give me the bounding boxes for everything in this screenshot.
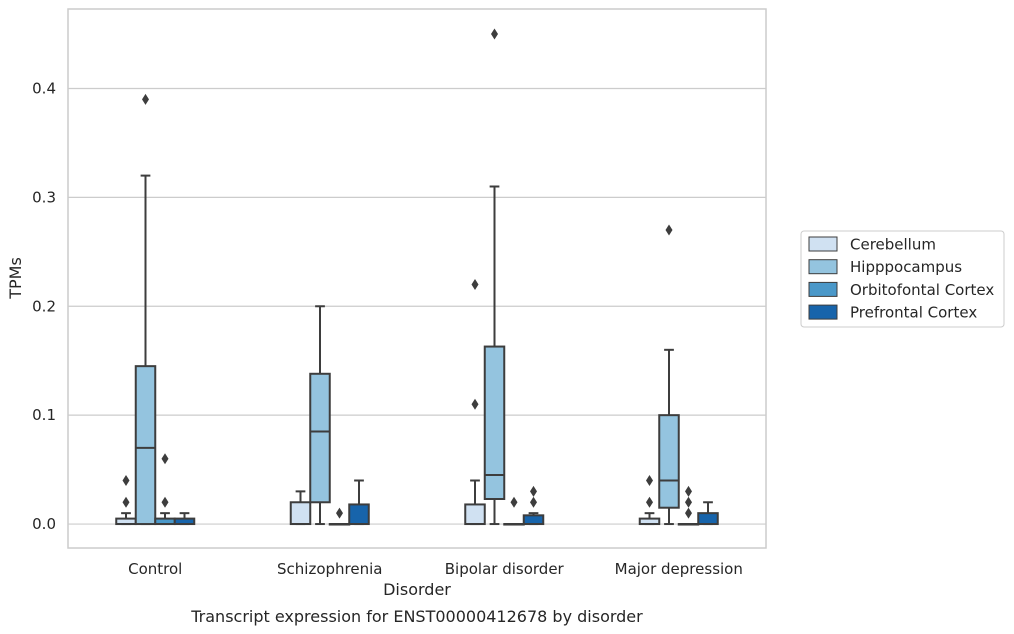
outlier-point: [471, 398, 479, 410]
outlier-point: [491, 28, 498, 40]
box: [522, 514, 545, 526]
outlier-point: [336, 507, 343, 519]
outlier-point: [510, 496, 518, 508]
y-tick-label: 0.0: [32, 515, 56, 533]
outlier-point: [530, 485, 537, 497]
box-group: [677, 485, 700, 526]
y-tick-label: 0.1: [32, 406, 56, 424]
plot-frame: [67, 8, 767, 549]
outlier-point: [685, 485, 692, 497]
outlier-point: [122, 496, 130, 508]
box: [134, 365, 157, 526]
box-group: [289, 490, 312, 526]
legend-label: Hipppocampus: [850, 258, 962, 276]
legend-frame: [800, 230, 1005, 328]
box: [309, 372, 331, 504]
legend-label: Cerebellum: [850, 236, 936, 254]
legend-swatch: [808, 236, 838, 252]
x-axis-label: Disorder: [383, 580, 451, 599]
x-tick-label: Major depression: [615, 560, 743, 578]
legend-items: Cerebellum Hipppocampus Orbitofontal Corte…: [808, 236, 994, 322]
y-tick-labels: 0.0 0.1 0.2 0.3 0.4: [32, 79, 56, 533]
outlier-point: [646, 496, 653, 508]
legend-swatch: [808, 259, 838, 275]
y-axis-label: TPMs: [6, 257, 25, 300]
box-group: [483, 28, 506, 526]
outlier-point: [530, 496, 537, 508]
outlier-point: [142, 93, 149, 105]
outlier-point: [685, 496, 692, 508]
outlier-point: [646, 474, 653, 486]
box-group: [328, 507, 351, 526]
outlier-point: [665, 224, 673, 236]
box: [483, 345, 506, 500]
box-group: [658, 224, 680, 526]
x-tick-label: Control: [128, 560, 182, 578]
legend-swatch: [808, 281, 838, 297]
box-group: [638, 474, 661, 526]
outlier-point: [161, 453, 169, 465]
x-tick-label: Schizophrenia: [277, 560, 382, 578]
box: [289, 501, 312, 526]
box-group: [309, 305, 331, 526]
box: [464, 503, 486, 526]
box-group: [503, 496, 525, 526]
legend: Cerebellum Hipppocampus Orbitofontal Corte…: [800, 230, 1005, 328]
box-group: [697, 501, 719, 526]
x-tick-label: Bipolar disorder: [445, 560, 565, 578]
y-tick-label: 0.3: [32, 188, 56, 206]
box-group: [134, 93, 157, 526]
box: [658, 414, 680, 509]
y-tick-label: 0.2: [32, 297, 56, 315]
legend-label: Prefrontal Cortex: [850, 304, 977, 322]
x-tick-labels: Control Schizophrenia Bipolar disorder Majo…: [128, 560, 743, 578]
chart-caption: Transcript expression for ENST0000041267…: [190, 607, 643, 626]
outlier-point: [161, 496, 169, 508]
legend-swatch: [808, 304, 838, 320]
box-group: [173, 512, 196, 526]
outlier-point: [122, 474, 130, 486]
box-group: [464, 278, 486, 526]
outlier-point: [685, 507, 692, 519]
box-series: [115, 28, 719, 526]
legend-label: Orbitofontal Cortex: [850, 281, 994, 299]
box: [697, 512, 719, 526]
box-group: [522, 485, 545, 526]
box-group: [348, 479, 370, 526]
outlier-point: [471, 278, 479, 290]
y-tick-label: 0.4: [32, 79, 56, 97]
box-group: [154, 453, 176, 526]
box-group: [115, 474, 137, 526]
box: [348, 503, 370, 526]
